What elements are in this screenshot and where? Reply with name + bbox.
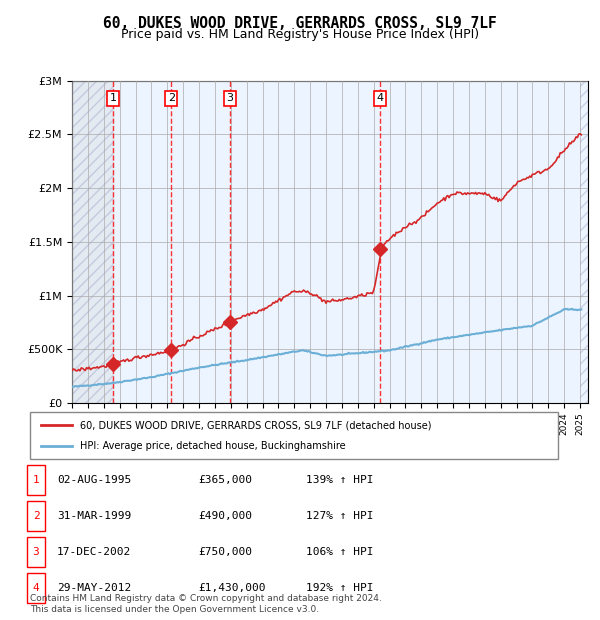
Text: 127% ↑ HPI: 127% ↑ HPI xyxy=(306,511,373,521)
Text: HPI: Average price, detached house, Buckinghamshire: HPI: Average price, detached house, Buck… xyxy=(80,441,346,451)
Text: £490,000: £490,000 xyxy=(198,511,252,521)
Text: 192% ↑ HPI: 192% ↑ HPI xyxy=(306,583,373,593)
Text: 1: 1 xyxy=(109,94,116,104)
Text: 17-DEC-2002: 17-DEC-2002 xyxy=(57,547,131,557)
Text: £750,000: £750,000 xyxy=(198,547,252,557)
Text: 2: 2 xyxy=(32,511,40,521)
Text: Contains HM Land Registry data © Crown copyright and database right 2024.
This d: Contains HM Land Registry data © Crown c… xyxy=(30,595,382,614)
Text: 29-MAY-2012: 29-MAY-2012 xyxy=(57,583,131,593)
Text: 1: 1 xyxy=(32,475,40,485)
Text: 3: 3 xyxy=(32,547,40,557)
Bar xyxy=(113,81,588,403)
Bar xyxy=(72,81,113,403)
Text: £1,430,000: £1,430,000 xyxy=(198,583,265,593)
Text: 3: 3 xyxy=(227,94,233,104)
Text: 02-AUG-1995: 02-AUG-1995 xyxy=(57,475,131,485)
Text: Price paid vs. HM Land Registry's House Price Index (HPI): Price paid vs. HM Land Registry's House … xyxy=(121,28,479,41)
Text: £365,000: £365,000 xyxy=(198,475,252,485)
FancyBboxPatch shape xyxy=(30,412,558,459)
Text: 60, DUKES WOOD DRIVE, GERRARDS CROSS, SL9 7LF (detached house): 60, DUKES WOOD DRIVE, GERRARDS CROSS, SL… xyxy=(80,420,431,430)
Text: 4: 4 xyxy=(32,583,40,593)
Text: 4: 4 xyxy=(377,94,384,104)
Bar xyxy=(580,81,588,403)
Text: 106% ↑ HPI: 106% ↑ HPI xyxy=(306,547,373,557)
Bar xyxy=(72,81,113,403)
Text: 139% ↑ HPI: 139% ↑ HPI xyxy=(306,475,373,485)
Text: 31-MAR-1999: 31-MAR-1999 xyxy=(57,511,131,521)
Text: 60, DUKES WOOD DRIVE, GERRARDS CROSS, SL9 7LF: 60, DUKES WOOD DRIVE, GERRARDS CROSS, SL… xyxy=(103,16,497,30)
Text: 2: 2 xyxy=(167,94,175,104)
